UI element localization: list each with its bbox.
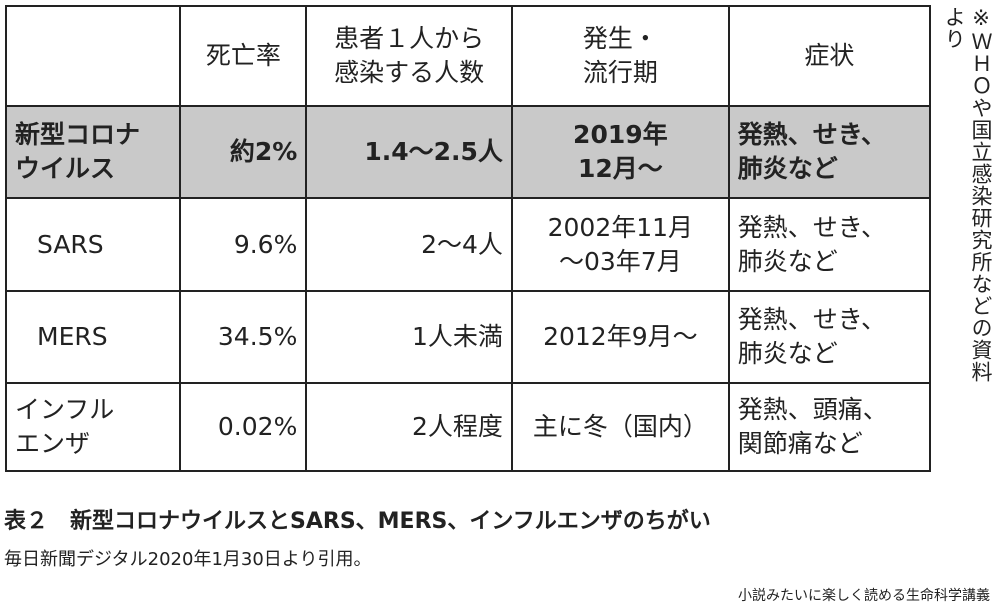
table-cell: 発熱、頭痛、 関節痛など <box>727 382 932 472</box>
cell-line: 2019年 <box>573 120 668 149</box>
table-cell: 発熱、せき、 肺炎など <box>727 197 932 292</box>
cell-line: 34.5% <box>217 322 298 351</box>
row-name: MERS <box>4 290 182 384</box>
cell-line: 発熱、せき、 <box>737 305 887 334</box>
header-cell: 発生・ 流行期 <box>510 5 730 107</box>
cell-line: 肺炎など <box>737 246 838 276</box>
table-cell: 1人未満 <box>305 290 513 384</box>
comparison-table: 死亡率 患者１人から 感染する人数 発生・ 流行期 症状 新型コロナ ウイルス 約2% 1.4〜2… <box>4 5 932 472</box>
table-cell: 発熱、せき、 肺炎など <box>727 105 932 199</box>
cell-line: 発生・ <box>582 24 658 53</box>
cell-line: エンザ <box>15 429 91 458</box>
cell-line: 〜03年7月 <box>558 246 682 276</box>
cell-line: 主に冬（国内） <box>532 412 708 441</box>
header-cell: 患者１人から 感染する人数 <box>305 5 513 107</box>
cell-line: ウイルス <box>15 154 116 183</box>
table-row: SARS 9.6% 2〜4人 2002年11月 〜03年7月 発熱、せき、 肺炎など <box>4 197 932 292</box>
table-cell: 0.02% <box>179 382 308 472</box>
cell-line: 2人程度 <box>412 412 503 441</box>
cell-line: SARS <box>37 229 104 259</box>
row-name: 新型コロナ ウイルス <box>4 105 182 199</box>
header-cell: 死亡率 <box>179 5 308 107</box>
cell-line: 1.4〜2.5人 <box>364 137 503 166</box>
cell-line: 患者１人から <box>334 24 485 53</box>
table-row: 新型コロナウイルス 約2% 1.4〜2.5人 2019年 12月〜 発熱、せき、 肺炎など <box>4 105 932 199</box>
cell-line: インフル <box>15 395 115 424</box>
cell-line: 症状 <box>804 41 855 70</box>
cell-line: 9.6% <box>233 229 298 259</box>
cell-line: 肺炎など <box>737 154 838 183</box>
book-title: 小説みたいに楽しく読める生命科学講義 <box>738 588 990 604</box>
table-cell: 2人程度 <box>305 382 513 472</box>
source-note: ※ＷＨＯや国立感染研究所などの資料 より <box>940 6 994 486</box>
note-line: より <box>942 6 966 50</box>
cell-line: 新型コロナ <box>15 120 141 149</box>
citation: 毎日新聞デジタル2020年1月30日より引用。 <box>4 549 372 570</box>
cell-line: MERS <box>37 322 108 351</box>
table-cell: 2019年 12月〜 <box>510 105 730 199</box>
cell-line: 約2% <box>229 137 298 166</box>
table-cell: 主に冬（国内） <box>510 382 730 472</box>
header-row: 死亡率 患者１人から 感染する人数 発生・ 流行期 症状 <box>4 5 932 107</box>
header-cell: 症状 <box>727 5 932 107</box>
table-cell: 34.5% <box>179 290 308 384</box>
table-cell: 2002年11月 〜03年7月 <box>510 197 730 292</box>
cell-line: 2002年11月 <box>547 212 694 242</box>
table-cell: 2012年9月〜 <box>510 290 730 384</box>
table-cell: 発熱、せき、 肺炎など <box>727 290 932 384</box>
cell-line: 2〜4人 <box>421 229 503 259</box>
caption: 表２ 新型コロナウイルスとSARS、MERS、インフルエンザのちがい <box>4 509 711 534</box>
table-cell: 約2% <box>179 105 308 199</box>
cell-line: 感染する人数 <box>334 58 485 87</box>
cell-line: 関節痛など <box>737 429 863 458</box>
table-cell: 2〜4人 <box>305 197 513 292</box>
cell-line: 2012年9月〜 <box>543 322 698 351</box>
cell-line: 12月〜 <box>577 154 663 183</box>
cell-line: 1人未満 <box>412 322 503 351</box>
row-name: SARS <box>4 197 182 292</box>
cell-line: 発熱、せき、 <box>737 212 887 242</box>
cell-line: 発熱、せき、 <box>737 120 887 149</box>
table-row: インフルエンザ 0.02% 2人程度 主に冬（国内） 発熱、頭痛、 関節痛など <box>4 382 932 472</box>
cell-line: 流行期 <box>582 58 658 87</box>
cell-line: 発熱、頭痛、 <box>737 395 888 424</box>
table-cell: 9.6% <box>179 197 308 292</box>
row-name: インフル エンザ <box>4 382 182 472</box>
cell-line: 死亡率 <box>205 41 281 70</box>
cell-line: 肺炎など <box>737 339 838 368</box>
cell-line: 0.02% <box>217 412 298 441</box>
note-line: ※ＷＨＯや国立感染研究所などの資料 <box>969 6 993 383</box>
table-row: MERS 34.5% 1人未満 2012年9月〜 発熱、せき、 肺炎など <box>4 290 932 384</box>
corner-cell <box>4 5 182 107</box>
table-cell: 1.4〜2.5人 <box>305 105 513 199</box>
